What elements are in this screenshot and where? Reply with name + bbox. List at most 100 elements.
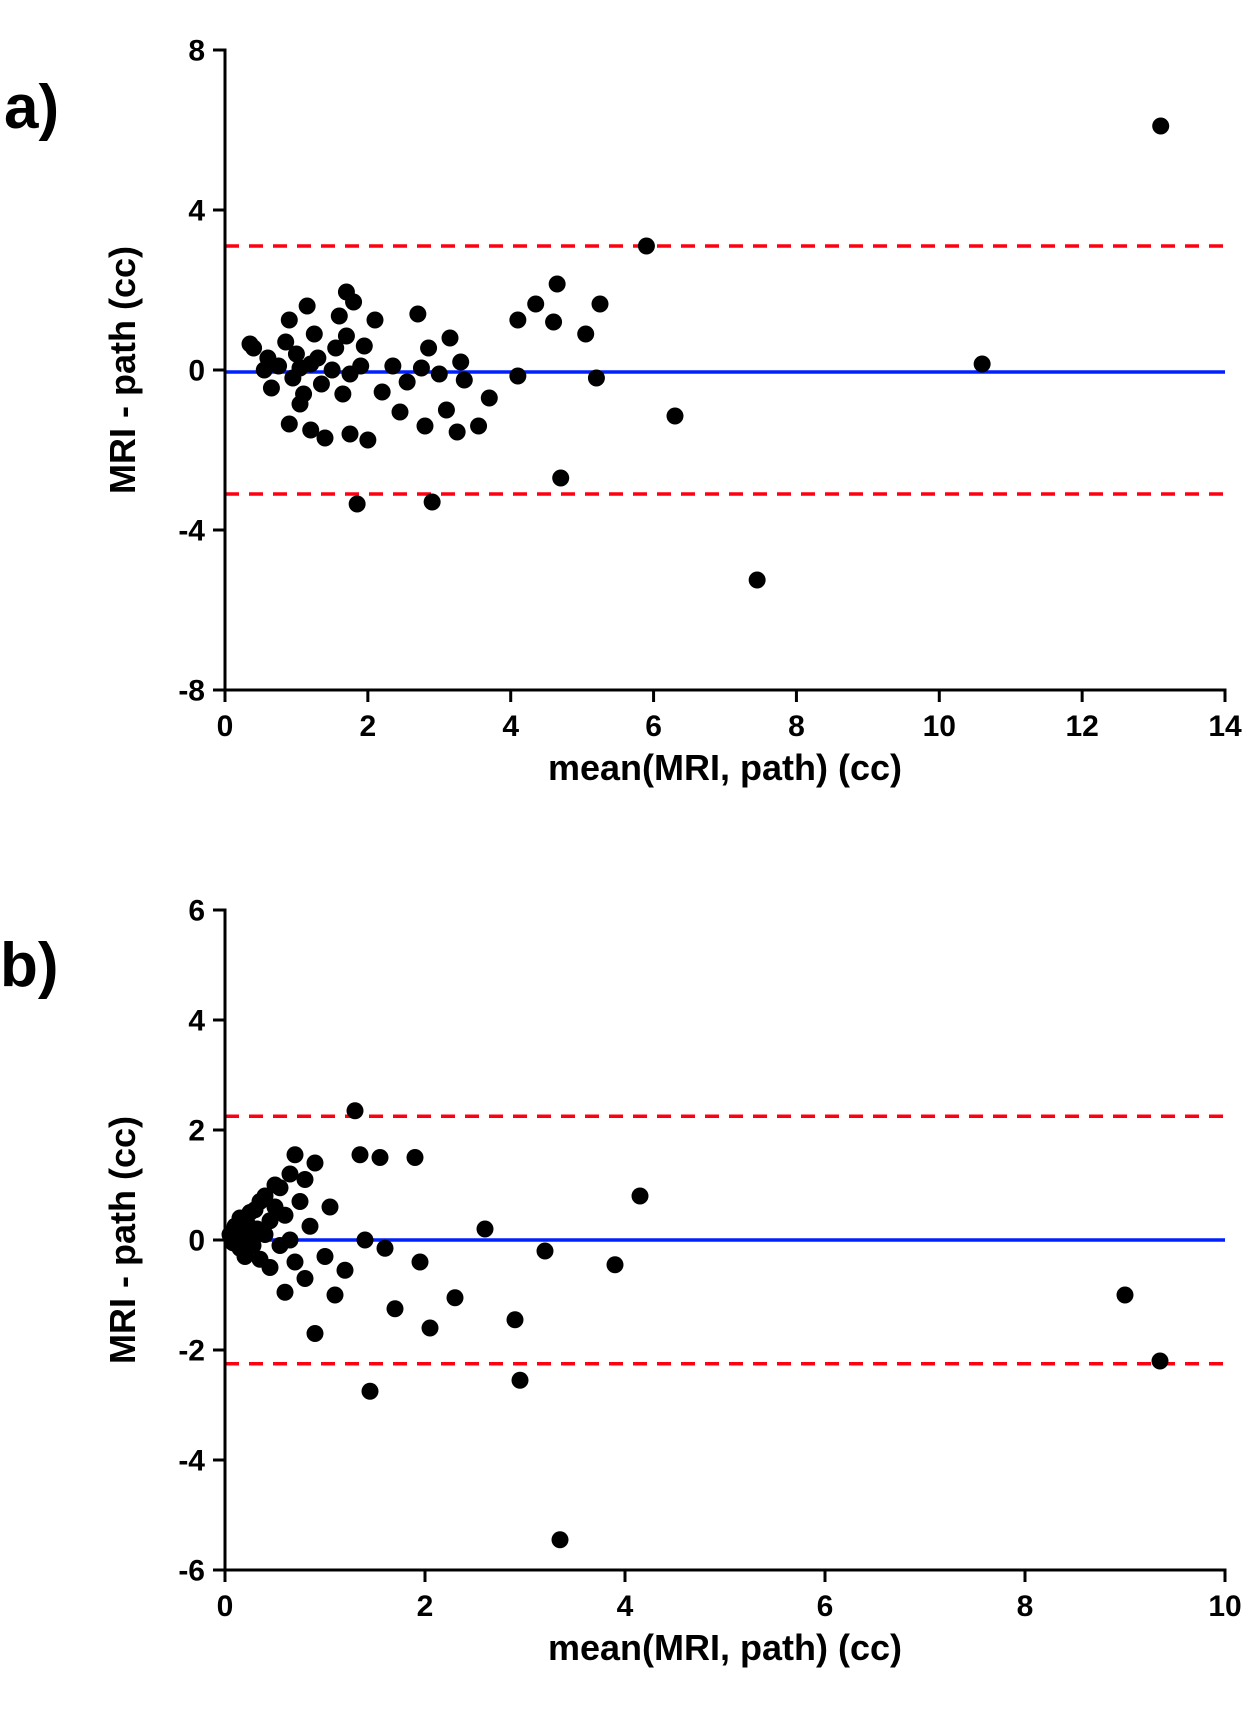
data-point [342, 426, 359, 443]
data-point [362, 1383, 379, 1400]
data-point [1117, 1287, 1134, 1304]
data-point [287, 1254, 304, 1271]
data-point [313, 376, 330, 393]
data-point [322, 1199, 339, 1216]
data-point [282, 1166, 299, 1183]
data-point [552, 470, 569, 487]
panel-label-a: a) [4, 72, 59, 143]
data-point [552, 1531, 569, 1548]
data-point [442, 330, 459, 347]
data-point [422, 1320, 439, 1337]
data-point [420, 340, 437, 357]
data-point [638, 238, 655, 255]
data-point [277, 1207, 294, 1224]
data-point [372, 1149, 389, 1166]
x-tick-label: 4 [502, 710, 519, 743]
x-axis-label: mean(MRI, path) (cc) [548, 1627, 902, 1668]
x-tick-label: 2 [360, 710, 377, 743]
x-tick-label: 0 [217, 710, 234, 743]
x-tick-label: 14 [1208, 710, 1242, 743]
x-tick-label: 4 [617, 1590, 634, 1623]
data-point [384, 358, 401, 375]
x-tick-label: 8 [1017, 1590, 1034, 1623]
y-tick-label: 8 [188, 35, 205, 68]
figure-container: a) b) 02468101214-8-4048mean(MRI, path) … [0, 0, 1260, 1712]
data-point [324, 362, 341, 379]
data-point [295, 386, 312, 403]
data-point [281, 416, 298, 433]
data-point [317, 430, 334, 447]
data-point [537, 1243, 554, 1260]
data-point [302, 422, 319, 439]
data-point [481, 390, 498, 407]
data-point [337, 1262, 354, 1279]
data-point [292, 1193, 309, 1210]
data-point [387, 1300, 404, 1317]
data-point [392, 404, 409, 421]
data-point [452, 354, 469, 371]
data-point [549, 276, 566, 293]
data-point [507, 1311, 524, 1328]
chart-a: 02468101214-8-4048mean(MRI, path) (cc)MR… [95, 20, 1245, 800]
data-point [306, 326, 323, 343]
data-point [357, 1232, 374, 1249]
data-point [299, 298, 316, 315]
data-point [277, 1284, 294, 1301]
data-point [367, 312, 384, 329]
data-point [263, 380, 280, 397]
data-point [1152, 118, 1169, 135]
data-point [509, 368, 526, 385]
y-axis-label: MRI - path (cc) [102, 246, 143, 494]
data-point [352, 358, 369, 375]
data-point [338, 328, 355, 345]
y-tick-label: -8 [178, 675, 205, 708]
data-point [352, 1146, 369, 1163]
data-point [545, 314, 562, 331]
data-point [307, 1325, 324, 1342]
x-tick-label: 6 [817, 1590, 834, 1623]
y-tick-label: 4 [188, 195, 205, 228]
data-point [281, 312, 298, 329]
data-point [417, 418, 434, 435]
data-point [334, 386, 351, 403]
data-point [409, 306, 426, 323]
data-point [302, 1218, 319, 1235]
data-point [632, 1188, 649, 1205]
data-point [577, 326, 594, 343]
y-axis-label: MRI - path (cc) [102, 1116, 143, 1364]
y-tick-label: -2 [178, 1335, 205, 1368]
data-point [512, 1372, 529, 1389]
y-tick-label: 4 [188, 1005, 205, 1038]
data-point [307, 1155, 324, 1172]
data-point [509, 312, 526, 329]
data-point [356, 338, 373, 355]
x-axis-label: mean(MRI, path) (cc) [548, 747, 902, 788]
x-tick-label: 2 [417, 1590, 434, 1623]
data-point [345, 294, 362, 311]
x-tick-label: 8 [788, 710, 805, 743]
data-point [412, 1254, 429, 1271]
y-tick-label: 0 [188, 1225, 205, 1258]
data-point [297, 1171, 314, 1188]
data-point [588, 370, 605, 387]
data-point [347, 1102, 364, 1119]
data-point [297, 1270, 314, 1287]
x-tick-label: 0 [217, 1590, 234, 1623]
data-point [527, 296, 544, 313]
data-point [272, 1179, 289, 1196]
data-point [667, 408, 684, 425]
data-point [377, 1240, 394, 1257]
y-tick-label: -6 [178, 1555, 205, 1588]
data-point [317, 1248, 334, 1265]
data-point [287, 1146, 304, 1163]
data-point [456, 372, 473, 389]
data-point [349, 496, 366, 513]
data-point [245, 340, 262, 357]
data-point [359, 432, 376, 449]
data-point [447, 1289, 464, 1306]
data-point [477, 1221, 494, 1238]
data-point [974, 356, 991, 373]
data-point [309, 350, 326, 367]
y-tick-label: 2 [188, 1115, 205, 1148]
chart-b: 0246810-6-4-20246mean(MRI, path) (cc)MRI… [95, 880, 1245, 1680]
